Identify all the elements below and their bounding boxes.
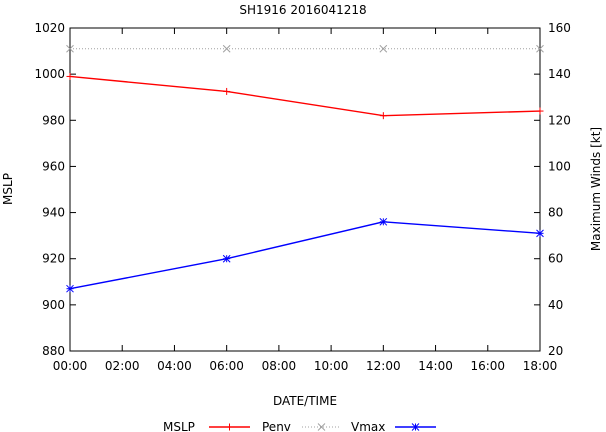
- vmax-point: [536, 229, 544, 238]
- left-axis-ticks: 880 900 920 940 960 980 1000 1020: [34, 21, 76, 358]
- vmax-point: [66, 284, 74, 293]
- y-axis-label-left: MSLP: [1, 173, 15, 205]
- penv-point: [222, 44, 231, 53]
- vmax-marker-d2: [536, 229, 544, 238]
- right-axis-ticks: 20 40 60 80 100 120 140 160: [534, 21, 571, 358]
- right-tick-label: 160: [548, 21, 571, 35]
- mslp-point: [536, 107, 544, 115]
- x-tick-label: 16:00: [470, 359, 505, 373]
- mslp-point: [66, 72, 74, 80]
- legend: MSLP Penv Vmax: [163, 420, 436, 432]
- legend-marker-vmax-d2: [411, 423, 420, 431]
- mslp-line: [69, 75, 541, 117]
- legend-marker-penv-d2: [317, 423, 326, 431]
- x-tick-label: 12:00: [366, 359, 401, 373]
- x-tick-label: 00:00: [53, 359, 88, 373]
- right-tick-label: 120: [548, 113, 571, 127]
- legend-label: MSLP: [163, 420, 195, 432]
- left-tick-label: 880: [42, 344, 65, 358]
- left-tick-label: 960: [42, 159, 65, 173]
- mslp-point: [379, 112, 387, 120]
- vmax-marker-d2: [379, 217, 388, 226]
- x-tick-label: 06:00: [209, 359, 244, 373]
- penv-marker-d2: [66, 44, 74, 53]
- plot-area: [69, 27, 541, 352]
- penv-point: [536, 44, 544, 53]
- legend-item-mslp: MSLP: [163, 420, 250, 432]
- penv-marker-d2: [222, 44, 231, 53]
- penv-marker-d2: [379, 44, 388, 53]
- x-tick-label: 04:00: [157, 359, 192, 373]
- legend-label: Penv: [262, 420, 291, 432]
- right-tick-label: 60: [548, 252, 563, 266]
- vmax-marker-d2: [66, 284, 74, 293]
- x-tick-label: 18:00: [523, 359, 558, 373]
- left-tick-label: 980: [42, 113, 65, 127]
- x-axis-ticks: 00:00 02:00 04:00 06:00 08:00 10:00 12:00 14:00…: [53, 28, 558, 373]
- series-penv: [66, 44, 544, 53]
- series-vmax: [66, 217, 544, 293]
- legend-label: Vmax: [351, 420, 385, 432]
- vmax-line: [69, 221, 541, 290]
- left-tick-label: 1020: [34, 21, 65, 35]
- vmax-point: [222, 254, 231, 263]
- series-layer: [66, 44, 544, 293]
- vmax-point: [379, 217, 388, 226]
- right-tick-label: 20: [548, 344, 563, 358]
- x-tick-label: 14:00: [418, 359, 453, 373]
- x-tick-label: 10:00: [314, 359, 349, 373]
- right-tick-label: 40: [548, 298, 563, 312]
- x-tick-label: 08:00: [262, 359, 297, 373]
- left-tick-label: 920: [42, 252, 65, 266]
- right-tick-label: 140: [548, 67, 571, 81]
- mslp-point: [223, 87, 231, 95]
- x-tick-label: 02:00: [105, 359, 140, 373]
- y-axis-label-right: Maximum Winds [kt]: [589, 127, 603, 251]
- right-tick-label: 100: [548, 159, 571, 173]
- x-axis-label: DATE/TIME: [273, 394, 337, 408]
- penv-point: [379, 44, 388, 53]
- vmax-marker-d2: [222, 254, 231, 263]
- penv-point: [66, 44, 74, 53]
- chart-title: SH1916 2016041218: [239, 3, 366, 17]
- penv-marker-d2: [536, 44, 544, 53]
- left-tick-label: 1000: [34, 67, 65, 81]
- legend-item-vmax: Vmax: [351, 420, 436, 432]
- left-tick-label: 940: [42, 206, 65, 220]
- right-tick-label: 80: [548, 206, 563, 220]
- legend-item-penv: Penv: [262, 420, 341, 432]
- left-tick-label: 900: [42, 298, 65, 312]
- series-mslp: [66, 72, 544, 120]
